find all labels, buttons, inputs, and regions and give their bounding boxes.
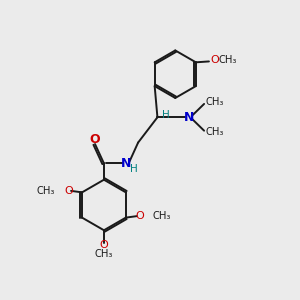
Text: H: H (162, 110, 169, 120)
Text: O: O (89, 133, 100, 146)
Text: O: O (135, 211, 144, 221)
Text: CH₃: CH₃ (153, 211, 171, 221)
Text: CH₃: CH₃ (95, 249, 113, 259)
Text: O: O (210, 55, 219, 65)
Text: H: H (130, 164, 137, 174)
Text: N: N (184, 111, 194, 124)
Text: CH₃: CH₃ (37, 186, 55, 196)
Text: CH₃: CH₃ (218, 55, 237, 65)
Text: CH₃: CH₃ (206, 127, 224, 137)
Text: O: O (100, 240, 108, 250)
Text: N: N (121, 157, 131, 170)
Text: O: O (64, 186, 73, 196)
Text: CH₃: CH₃ (206, 98, 224, 107)
